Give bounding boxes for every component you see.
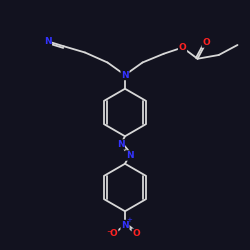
Text: −: − [106,230,112,235]
Text: N: N [44,37,51,46]
Text: O: O [202,38,210,47]
Text: O: O [110,229,118,238]
Text: N: N [126,151,133,160]
Text: N: N [121,220,129,230]
Text: +: + [126,218,132,224]
Text: O: O [178,43,186,52]
Text: N: N [121,70,129,80]
Text: O: O [132,229,140,238]
Text: N: N [117,140,124,149]
